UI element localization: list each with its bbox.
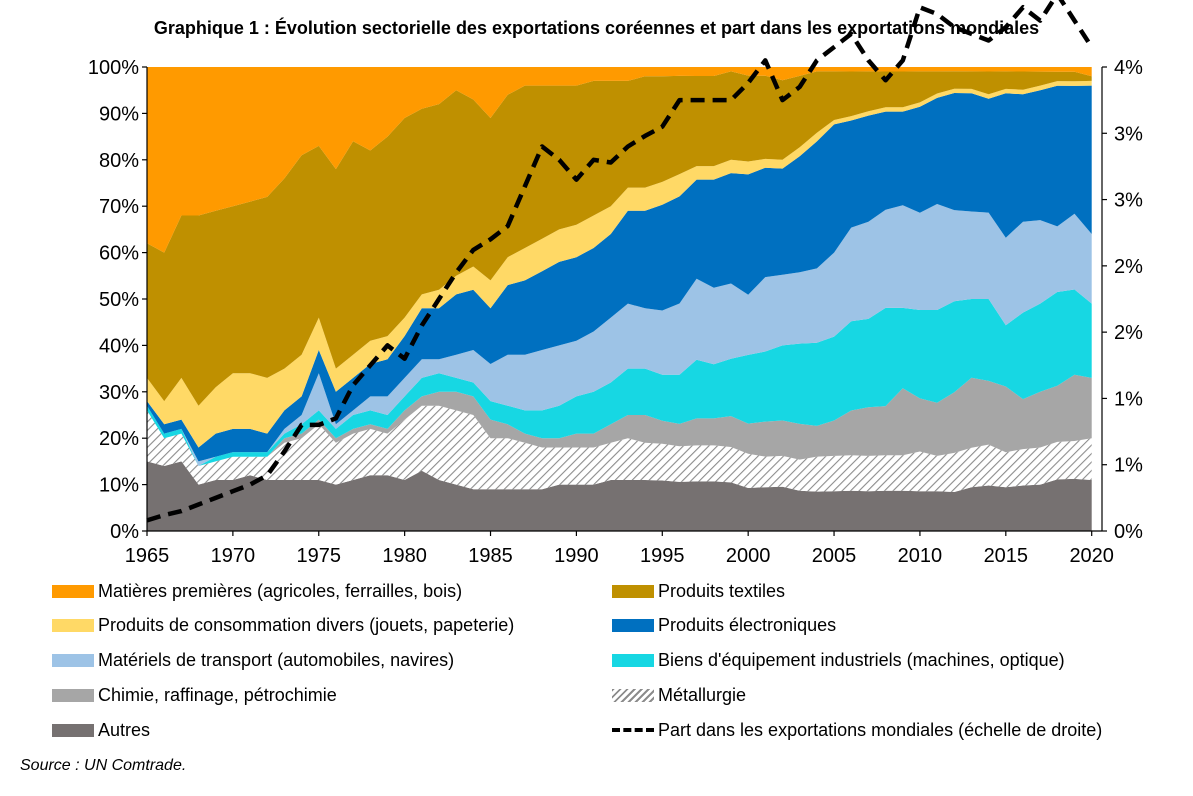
x-tick-label: 1980 [382,545,427,567]
legend-swatch [52,723,94,737]
legend-label: Métallurgie [658,684,747,705]
right-tick-label: 1% [1114,455,1143,477]
area-series [147,204,1092,466]
legend-swatch [52,653,94,667]
left-tick-label: 90% [99,103,139,125]
legend-item-metallurgy: Métallurgie [612,682,746,708]
legend-label: Autres [98,719,151,740]
x-tick-label: 1990 [554,545,599,567]
x-tick-label: 1985 [468,545,513,567]
legend-item-transport: Matériels de transport (automobiles, nav… [52,647,454,673]
area-series [147,80,1092,448]
x-tick-label: 2020 [1069,545,1114,567]
x-tick-label: 1965 [125,545,170,567]
legend-swatch [612,584,654,598]
axes: 0% 10% 20% 30% 40% 50% 60% 70% 80% 90% 100% 0% 1% 1% 2… [88,57,1143,567]
legend-dashed-line [612,728,654,732]
right-tick-label: 2% [1114,322,1143,344]
x-tick-label: 1995 [640,545,685,567]
legend-swatch [52,688,94,702]
x-tick-label: 1975 [297,545,342,567]
legend-swatch [612,653,654,667]
legend-label: Produits textiles [658,580,786,601]
legend-item-textiles: Produits textiles [612,578,785,604]
x-tick-label: 2005 [812,545,857,567]
legend-label: Matériels de transport (automobiles, nav… [98,649,455,670]
legend-item-consumer-goods: Produits de consommation divers (jouets,… [52,612,514,638]
left-tick-label: 10% [99,475,139,497]
area-series [147,67,1092,253]
legend-label: Chimie, raffinage, pétrochimie [98,684,337,705]
legend-label: Biens d'équipement industriels (machines… [658,649,1065,670]
legend-label: Produits électroniques [658,614,837,635]
legend-item-capital-goods: Biens d'équipement industriels (machines… [612,647,1065,673]
legend-swatch [52,618,94,632]
legend-label: Part dans les exportations mondiales (éc… [658,719,1103,740]
area-series [147,405,1092,492]
stacked-areas [147,67,1092,531]
x-tick-label: 2010 [898,545,943,567]
legend-item-raw-materials: Matières premières (agricoles, ferraille… [52,578,462,604]
area-series [147,71,1092,406]
left-tick-label: 100% [88,57,139,79]
left-tick-label: 50% [99,289,139,311]
area-series [147,289,1092,466]
source-note: Source : UN Comtrade. [20,757,187,774]
area-series [147,461,1092,531]
area-series [147,374,1092,466]
left-tick-label: 80% [99,150,139,172]
chart-title: Graphique 1 : Évolution sectorielle des … [153,18,1040,38]
legend-label: Matières premières (agricoles, ferraille… [98,580,463,601]
legend-item-others: Autres [52,717,150,743]
x-tick-label: 1970 [211,545,256,567]
left-tick-label: 70% [99,196,139,218]
right-tick-label: 0% [1114,521,1143,543]
right-tick-label: 2% [1114,256,1143,278]
legend-item-chemicals: Chimie, raffinage, pétrochimie [52,682,337,708]
area-series [147,85,1092,462]
legend-swatch [52,584,94,598]
legend-swatch [612,688,654,702]
left-tick-label: 40% [99,335,139,357]
legend-item-electronics: Produits électroniques [612,612,836,638]
left-tick-label: 20% [99,428,139,450]
left-tick-label: 60% [99,243,139,265]
right-tick-label: 1% [1114,388,1143,410]
legend-swatch [612,618,654,632]
right-tick-label: 3% [1114,123,1143,145]
x-tick-label: 2000 [726,545,771,567]
legend-label: Produits de consommation divers (jouets,… [98,614,515,635]
left-tick-label: 30% [99,382,139,404]
right-tick-label: 4% [1114,57,1143,79]
right-tick-label: 3% [1114,190,1143,212]
legend-item-world-share: Part dans les exportations mondiales (éc… [612,717,1102,743]
left-tick-label: 0% [110,521,139,543]
x-tick-label: 2015 [984,545,1029,567]
